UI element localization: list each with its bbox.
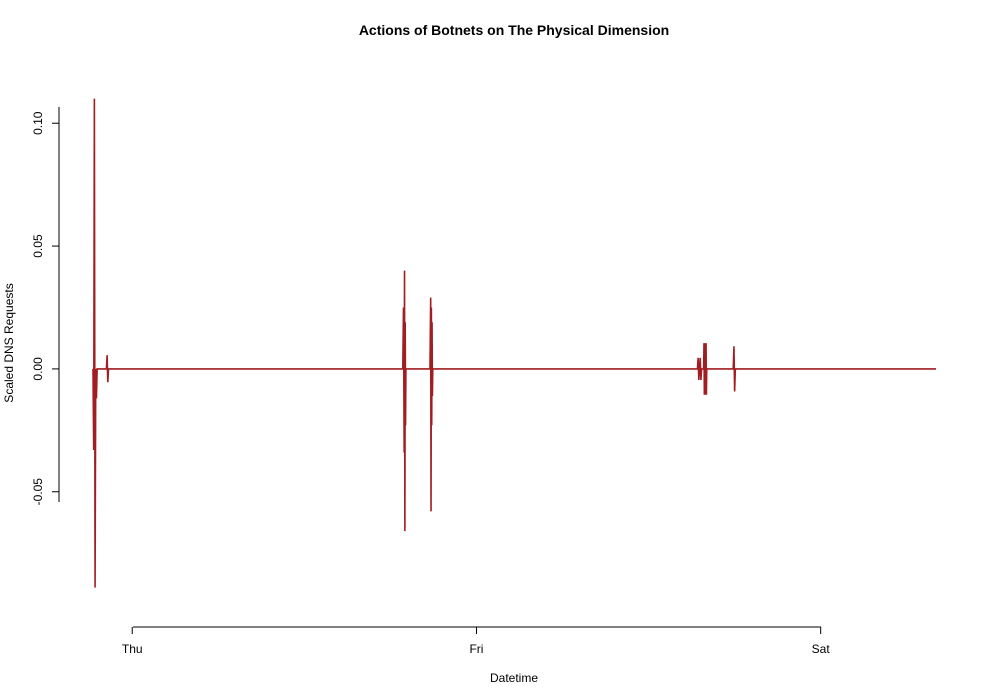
series-layer (92, 98, 936, 588)
series-line (92, 98, 936, 588)
x-tick-label: Fri (469, 642, 483, 656)
x-axis-label: Datetime (490, 671, 538, 685)
y-tick-label: -0.05 (31, 478, 45, 506)
y-tick-label: 0.00 (31, 357, 45, 381)
y-tick-label: 0.10 (31, 111, 45, 135)
y-tick-label: 0.05 (31, 234, 45, 258)
x-tick-label: Sat (812, 642, 831, 656)
x-axis-ticks: Thu Fri Sat (122, 627, 830, 656)
y-axis-ticks: -0.05 0.00 0.05 0.10 (31, 111, 59, 505)
x-tick-label: Thu (122, 642, 143, 656)
chart-title: Actions of Botnets on The Physical Dimen… (359, 22, 669, 38)
y-axis-label: Scaled DNS Requests (2, 283, 16, 402)
